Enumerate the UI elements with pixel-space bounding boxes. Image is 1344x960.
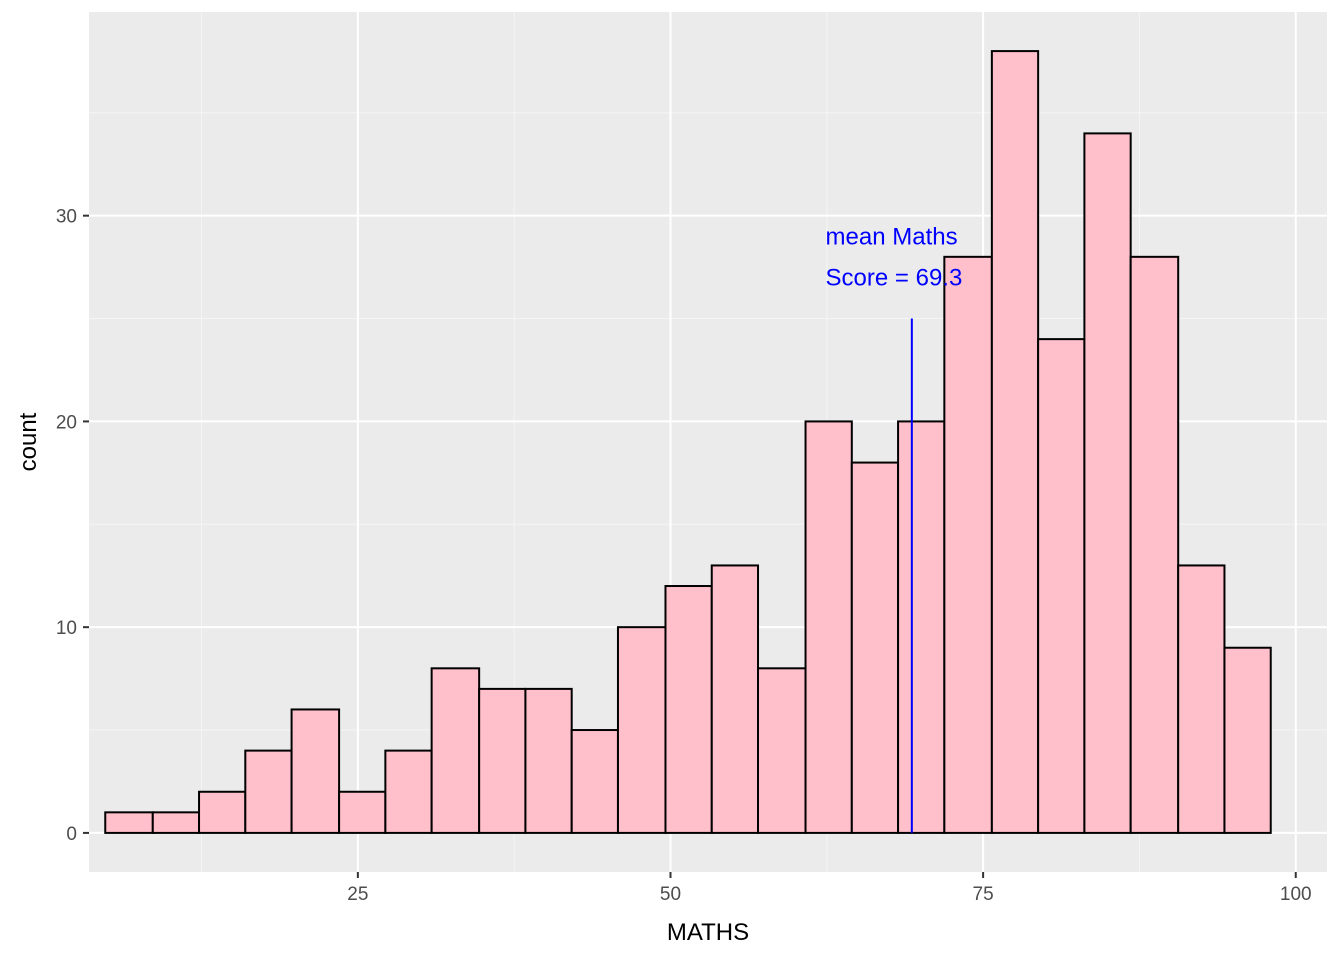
x-tick-label: 100 [1280,884,1312,905]
histogram-bar [198,790,247,834]
histogram-bar [244,749,293,834]
y-tick-label: 30 [56,207,77,228]
y-tick-label: 10 [56,618,77,639]
x-tick-label: 25 [347,884,368,905]
histogram-bar [990,50,1040,834]
histogram-bar [850,461,900,834]
histogram-bar [757,667,807,834]
x-tick-label: 75 [973,884,994,905]
x-tick-label: 50 [660,884,681,905]
histogram-bar [1083,132,1132,834]
histogram-bar [943,255,993,834]
y-axis-title: count [15,412,42,471]
histogram-bar [478,687,527,834]
x-axis-title: MATHS [667,919,749,946]
histogram-bar [1177,564,1226,834]
y-axis: 0 10 20 30 [56,207,89,845]
histogram-bar [104,811,154,834]
histogram-bar [1129,255,1180,834]
histogram-bar [616,626,667,834]
histogram-bar [570,729,619,834]
y-tick-label: 20 [56,412,77,433]
histogram-bar [664,585,713,834]
histogram-bar [338,790,387,834]
histogram-bar [1037,338,1086,834]
y-tick-label: 0 [66,824,77,845]
histogram-bar [710,564,760,834]
histogram-bar [1223,646,1272,834]
histogram-bar [290,708,341,834]
annotation-line-mean-maths: mean Maths [826,223,958,250]
histogram-bar [524,687,573,834]
x-axis: 25 50 75 100 [347,872,1312,905]
histogram-bar [151,811,201,834]
histogram-bar [430,667,481,834]
histogram-bar [384,749,433,834]
histogram-bars [104,50,1272,834]
histogram-bar [897,420,946,834]
histogram-bar [804,420,853,834]
annotation-line-score: Score = 69.3 [826,264,963,291]
mean-annotation: mean Maths Score = 69.3 [826,223,963,291]
